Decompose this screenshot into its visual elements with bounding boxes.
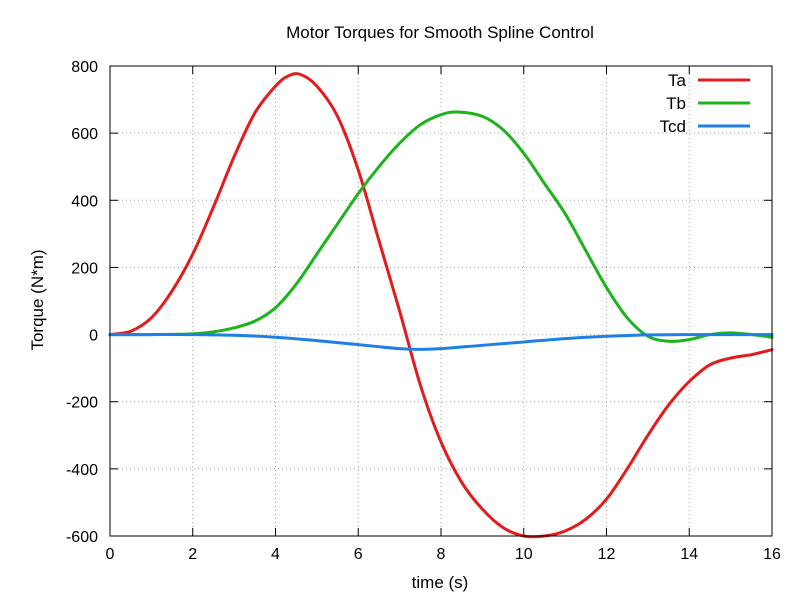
y-tick-label: 200 <box>71 260 98 277</box>
plot-frame <box>109 65 773 537</box>
legend-label-tcd: Tcd <box>660 117 686 136</box>
x-tick-label: 12 <box>598 546 616 563</box>
x-tick-label: 14 <box>680 546 698 563</box>
y-tick-label: -400 <box>66 462 98 479</box>
x-tick-label: 6 <box>354 546 363 563</box>
x-tick-label: 8 <box>437 546 446 563</box>
y-tick-label: 400 <box>71 193 98 210</box>
legend-label-tb: Tb <box>666 94 686 113</box>
grid-lines <box>110 66 772 536</box>
x-tick-label: 4 <box>271 546 280 563</box>
y-tick-label: -600 <box>66 529 98 546</box>
legend: Ta Tb Tcd <box>660 71 750 136</box>
chart-title: Motor Torques for Smooth Spline Control <box>286 23 594 42</box>
legend-label-ta: Ta <box>668 71 687 90</box>
series-line-ta <box>108 72 774 539</box>
x-tick-label: 2 <box>188 546 197 563</box>
y-tick-label: 0 <box>89 328 98 345</box>
y-axis-title: Torque (N*m) <box>28 249 47 350</box>
series-line-tb <box>108 110 774 343</box>
x-tick-label: 16 <box>763 546 781 563</box>
series-layer <box>108 72 774 539</box>
x-axis-title: time (s) <box>412 573 469 592</box>
series-line-tcd <box>108 333 774 351</box>
y-tick-label: 600 <box>71 126 98 143</box>
x-tick-label: 0 <box>106 546 115 563</box>
x-tick-label: 10 <box>515 546 533 563</box>
y-tick-label: -200 <box>66 395 98 412</box>
y-tick-label: 800 <box>71 59 98 76</box>
